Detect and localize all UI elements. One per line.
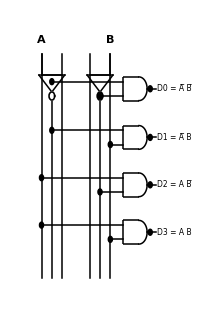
- Circle shape: [148, 134, 152, 140]
- Circle shape: [97, 92, 103, 100]
- Circle shape: [98, 189, 102, 195]
- Text: D1 = A̅ B: D1 = A̅ B: [157, 133, 191, 142]
- Circle shape: [40, 222, 44, 228]
- Circle shape: [108, 236, 112, 242]
- Circle shape: [148, 86, 152, 92]
- Circle shape: [50, 79, 54, 85]
- Text: A: A: [37, 35, 46, 45]
- Circle shape: [148, 229, 152, 235]
- Circle shape: [98, 93, 102, 99]
- Circle shape: [49, 92, 55, 100]
- Circle shape: [40, 175, 44, 181]
- Text: D3 = A B: D3 = A B: [157, 228, 191, 237]
- Circle shape: [108, 142, 112, 147]
- Circle shape: [148, 182, 152, 188]
- Text: B: B: [106, 35, 115, 45]
- Circle shape: [50, 127, 54, 133]
- Text: D0 = A̅ B̅: D0 = A̅ B̅: [157, 84, 191, 93]
- Text: D2 = A B̅: D2 = A B̅: [157, 180, 191, 189]
